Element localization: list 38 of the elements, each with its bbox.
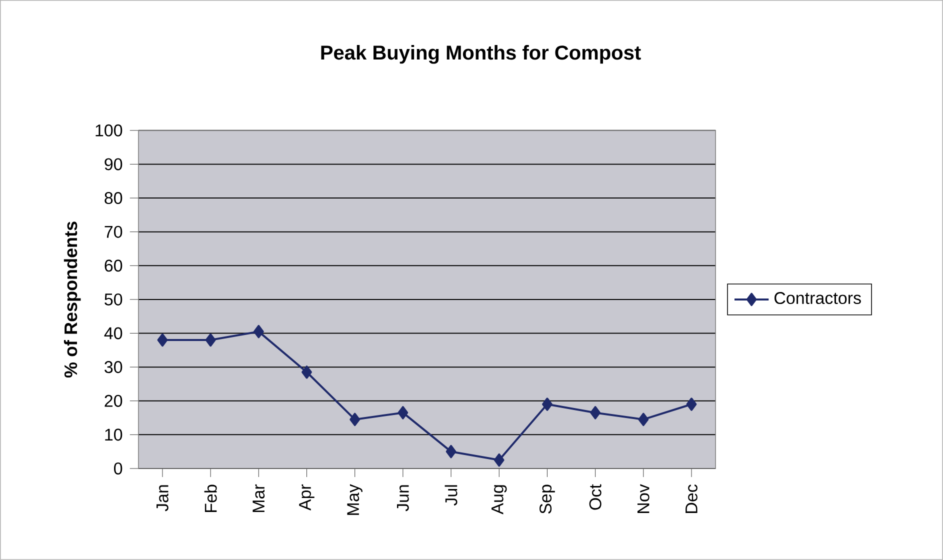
x-tick-label: Dec — [686, 484, 698, 513]
point — [398, 406, 408, 420]
y-tick-label: 10 — [105, 428, 122, 441]
x-tick-label: Aug — [492, 485, 507, 514]
point — [157, 333, 168, 347]
point — [350, 412, 360, 426]
point — [638, 412, 649, 426]
x-tick-label: Nov — [637, 484, 650, 513]
y-tick-label: 50 — [104, 293, 122, 306]
x-tick-label: Oct — [589, 484, 602, 510]
x-tick-label: Apr — [299, 484, 314, 511]
y-tick-label: 40 — [104, 327, 122, 340]
chart-title: Peak Buying Months for Compost — [321, 45, 641, 64]
point — [446, 445, 456, 458]
y-tick-label: 100 — [96, 124, 122, 136]
x-tick-label: May — [347, 484, 362, 515]
point — [302, 366, 312, 379]
y-tick-label: 70 — [104, 226, 122, 238]
x-tick-label: Jan — [156, 485, 168, 512]
point — [686, 398, 697, 411]
y-tick-label: 30 — [104, 361, 122, 374]
x-tick-label: Jun — [397, 485, 409, 512]
y-axis-title: % of Respondents — [64, 222, 81, 378]
x-tick-label: Feb — [204, 484, 217, 512]
point — [205, 333, 216, 347]
y-tick-label: 90 — [104, 158, 122, 170]
y-tick-label: 80 — [104, 192, 122, 204]
x-tick-label: Sep — [540, 484, 555, 514]
point — [590, 406, 601, 420]
point — [494, 453, 504, 467]
y-tick-label: 60 — [104, 260, 122, 272]
legend-label: Contractors — [774, 292, 861, 304]
x-tick-label: Mar — [252, 484, 265, 512]
point — [542, 398, 552, 411]
y-tick-label: 20 — [104, 394, 122, 407]
point — [253, 325, 264, 338]
y-tick-label: 0 — [114, 462, 122, 475]
x-tick-label: Jul — [444, 485, 458, 506]
